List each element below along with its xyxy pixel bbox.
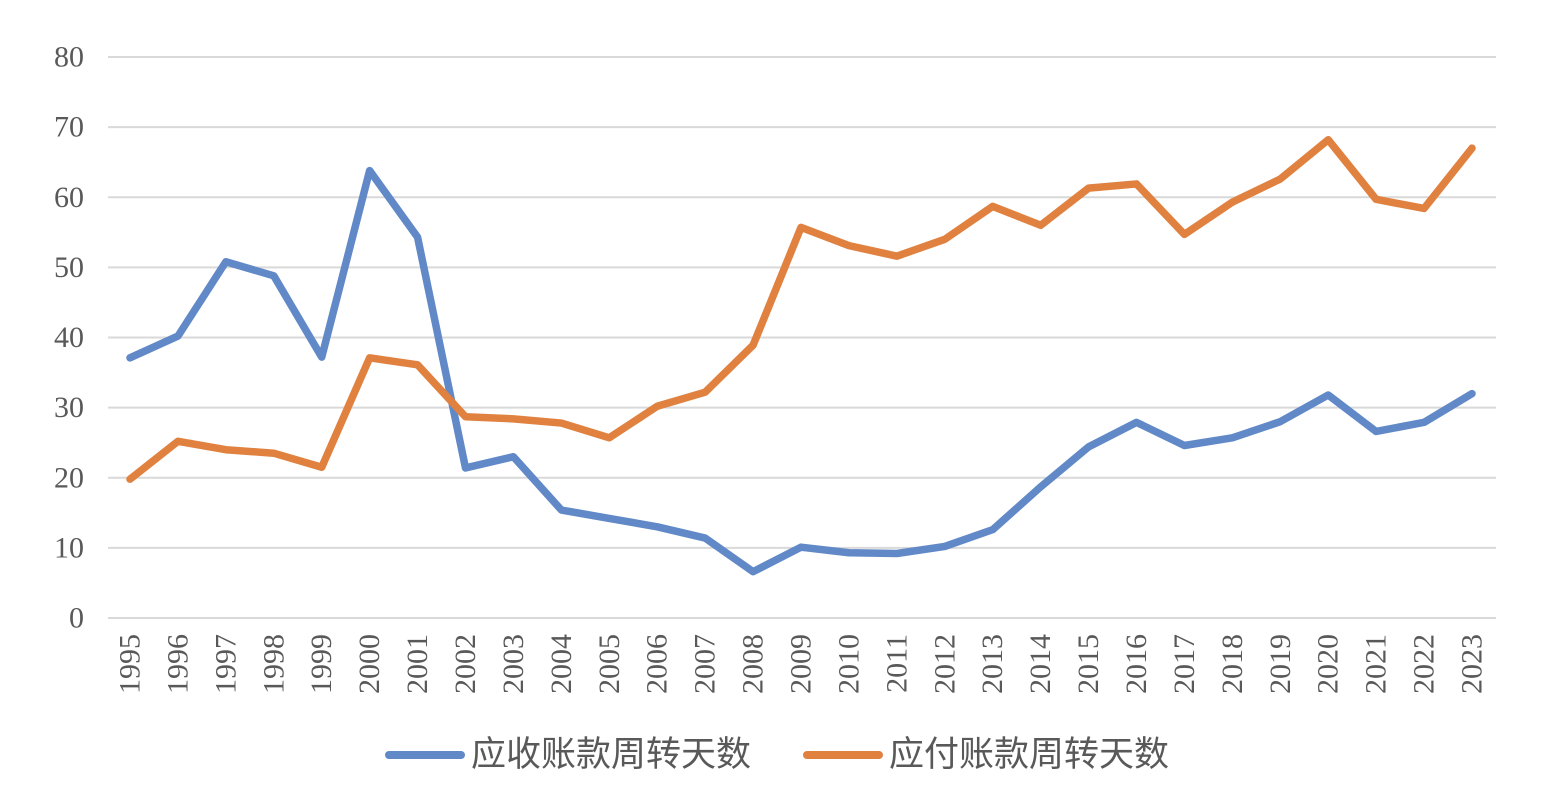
y-axis-tick-label: 10 bbox=[54, 531, 84, 564]
y-axis-tick-label: 0 bbox=[69, 602, 84, 635]
legend-label-payable: 应付账款周转天数 bbox=[889, 735, 1170, 774]
x-axis-tick-label: 2011 bbox=[880, 634, 913, 693]
x-axis-tick-label: 2017 bbox=[1168, 634, 1201, 694]
x-axis-tick-label: 2003 bbox=[497, 634, 530, 694]
x-axis-tick-label: 1999 bbox=[305, 634, 338, 694]
x-axis-tick-label: 2018 bbox=[1216, 634, 1249, 694]
x-axis-tick-label: 2000 bbox=[353, 634, 386, 694]
legend-label-receivable: 应收账款周转天数 bbox=[470, 735, 751, 774]
x-axis-tick-label: 2021 bbox=[1360, 634, 1393, 694]
x-axis-tick-label: 2012 bbox=[928, 634, 961, 694]
x-axis-tick-label: 2019 bbox=[1264, 634, 1297, 694]
x-axis-tick-label: 2004 bbox=[545, 634, 578, 694]
x-axis-tick-label: 2015 bbox=[1072, 634, 1105, 694]
chart-legend: 应收账款周转天数 应付账款周转天数 bbox=[0, 735, 1554, 775]
x-axis-tick-label: 1998 bbox=[257, 634, 290, 694]
y-axis-tick-label: 40 bbox=[54, 321, 84, 354]
legend-item-receivable: 应收账款周转天数 bbox=[384, 735, 751, 775]
y-axis-tick-label: 30 bbox=[54, 391, 84, 424]
y-axis-tick-label: 80 bbox=[54, 41, 84, 74]
x-axis-tick-label: 2007 bbox=[689, 634, 722, 694]
series-line-receivable bbox=[126, 166, 1476, 576]
legend-item-payable: 应付账款周转天数 bbox=[803, 735, 1170, 775]
x-axis-tick-label: 2014 bbox=[1024, 634, 1057, 694]
x-axis-tick-label: 2008 bbox=[737, 634, 770, 694]
x-axis-tick-label: 2013 bbox=[976, 634, 1009, 694]
x-axis-tick-label: 2020 bbox=[1312, 634, 1345, 694]
y-axis-tick-label: 50 bbox=[54, 251, 84, 284]
x-axis-tick-label: 1995 bbox=[114, 634, 147, 694]
y-axis-tick-label: 60 bbox=[54, 181, 84, 214]
x-axis-tick-label: 2006 bbox=[641, 634, 674, 694]
legend-swatch-payable-icon bbox=[803, 751, 883, 760]
x-axis-tick-label: 2009 bbox=[785, 634, 818, 694]
legend-swatch-receivable-icon bbox=[384, 751, 465, 760]
x-axis-tick-label: 2005 bbox=[593, 634, 626, 694]
y-axis-tick-label: 20 bbox=[54, 461, 84, 494]
x-axis-tick-label: 2022 bbox=[1408, 634, 1441, 694]
x-axis-tick-label: 2001 bbox=[401, 634, 434, 694]
x-axis-tick-label: 2023 bbox=[1456, 634, 1489, 694]
y-axis-tick-label: 70 bbox=[54, 111, 84, 144]
x-axis-tick-label: 1997 bbox=[209, 634, 242, 694]
x-axis-tick-label: 2016 bbox=[1120, 634, 1153, 694]
x-axis-tick-label: 2010 bbox=[832, 634, 865, 694]
series-line-payable bbox=[126, 135, 1476, 483]
x-axis-tick-label: 1996 bbox=[161, 634, 194, 694]
x-axis-tick-label: 2002 bbox=[449, 634, 482, 694]
